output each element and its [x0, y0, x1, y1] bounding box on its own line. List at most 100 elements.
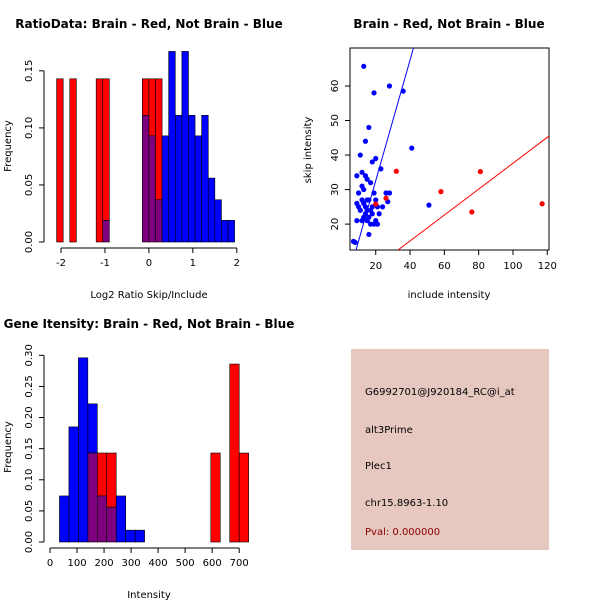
- y-tick-label: 0.25: [24, 375, 35, 397]
- not-brain-point: [362, 138, 369, 144]
- not-brain-point: [386, 83, 393, 89]
- y-tick-label: 0.20: [24, 406, 35, 428]
- not-brain-point: [355, 190, 362, 196]
- not-brain-point: [364, 176, 370, 182]
- x-tick-label: -2: [56, 258, 66, 269]
- y-tick-label: 0.05: [24, 500, 35, 522]
- not-brain-point: [371, 190, 377, 196]
- y-tick-label: 40: [330, 149, 341, 162]
- hist-bar: [168, 51, 176, 243]
- hist-bar: [161, 135, 169, 243]
- x-tick-label: 200: [95, 558, 114, 569]
- gene-hist-title: Gene Itensity: Brain - Red, Not Brain - …: [4, 317, 295, 331]
- hist-bar: [142, 78, 150, 116]
- hist-bar: [201, 115, 209, 243]
- y-tick-label: 0.30: [24, 344, 35, 366]
- fit-line: [397, 135, 550, 251]
- probe-id: G6992701@J920184_RC@i_at: [365, 387, 515, 398]
- hist-bar: [78, 357, 89, 543]
- hist-bar: [207, 177, 216, 243]
- brain-point: [469, 209, 475, 215]
- hist-bar: [210, 452, 221, 543]
- brain-point: [373, 201, 379, 207]
- hist-bar-overlap: [102, 220, 110, 243]
- hist-bar: [68, 426, 79, 543]
- hist-bar: [59, 495, 70, 543]
- scatter-ylabel: skip intensity: [303, 117, 314, 184]
- brain-point: [477, 169, 483, 175]
- hist-bar-overlap: [142, 115, 150, 243]
- not-brain-point: [376, 211, 382, 217]
- p-value: Pval: 0.000000: [365, 527, 441, 538]
- x-tick-label: 60: [438, 261, 451, 272]
- hist-bar: [125, 529, 136, 543]
- y-tick-label: 0.05: [24, 174, 35, 196]
- not-brain-point: [361, 63, 367, 69]
- ratio-hist-title: RatioData: Brain - Red, Not Brain - Blue: [15, 17, 282, 31]
- hist-bar-overlap: [87, 452, 98, 543]
- x-tick-label: 1: [190, 258, 196, 269]
- x-tick-label: 100: [503, 261, 522, 272]
- hist-bar: [134, 529, 145, 543]
- brain-point: [438, 189, 444, 195]
- x-tick-label: 80: [472, 261, 485, 272]
- not-brain-point: [374, 221, 381, 227]
- genomic-location: chr15.8963-1.10: [365, 498, 449, 509]
- not-brain-point: [352, 239, 358, 246]
- not-brain-point: [379, 204, 386, 210]
- hist-bar: [155, 78, 163, 201]
- gene-hist-xlabel: Intensity: [127, 590, 171, 600]
- not-brain-point: [373, 197, 379, 203]
- x-tick-label: 700: [230, 558, 249, 569]
- x-tick-label: 600: [203, 558, 222, 569]
- hist-bar: [106, 452, 117, 508]
- hist-bar: [214, 199, 222, 243]
- hist-bar: [181, 51, 189, 243]
- hist-bar: [96, 452, 108, 497]
- x-tick-label: 40: [404, 261, 417, 272]
- not-brain-point: [357, 207, 363, 213]
- not-brain-point: [409, 145, 415, 151]
- fit-line: [355, 47, 414, 251]
- gene-hist-ylabel: Frequency: [3, 421, 14, 473]
- y-tick-label: 60: [330, 80, 341, 93]
- hist-bar: [115, 495, 126, 543]
- not-brain-point: [426, 202, 432, 208]
- hist-bar: [148, 78, 156, 137]
- hist-bar: [69, 78, 77, 243]
- hist-bar-overlap: [106, 506, 117, 543]
- ratio-hist-ylabel: Frequency: [3, 120, 14, 172]
- y-tick-label: 0.00: [24, 231, 35, 253]
- not-brain-point: [366, 197, 372, 203]
- probe-info-panel: G6992701@J920184_RC@i_at alt3Prime Plec1…: [351, 349, 549, 550]
- hist-bar: [56, 78, 64, 243]
- not-brain-point: [369, 159, 375, 165]
- hist-bar: [87, 403, 98, 454]
- not-brain-point: [369, 211, 375, 217]
- not-brain-point: [371, 90, 377, 96]
- x-tick-label: 100: [67, 558, 86, 569]
- y-tick-label: 0.10: [24, 469, 35, 491]
- hist-bar: [188, 115, 196, 243]
- x-tick-label: 400: [149, 558, 168, 569]
- hist-bar: [194, 135, 202, 243]
- y-tick-label: 0.10: [24, 117, 35, 139]
- hist-bar-overlap: [96, 495, 108, 543]
- hist-bar: [95, 78, 104, 243]
- x-tick-label: 500: [176, 558, 195, 569]
- x-tick-label: 0: [146, 258, 152, 269]
- y-tick-label: 0.00: [24, 531, 35, 553]
- not-brain-point: [367, 180, 374, 186]
- intensity-scatter: Brain - Red, Not Brain - Blue 20 40 60 80 10…: [303, 17, 557, 301]
- x-tick-label: 300: [122, 558, 141, 569]
- scatter-frame: [349, 47, 550, 251]
- y-tick-label: 50: [330, 114, 341, 127]
- x-tick-label: 0: [47, 558, 53, 569]
- y-tick-label: 0.15: [24, 60, 35, 82]
- not-brain-point: [400, 88, 406, 94]
- not-brain-point: [354, 173, 360, 179]
- hist-bar: [229, 363, 240, 543]
- hist-bar: [221, 220, 229, 243]
- gene-name: Plec1: [365, 461, 392, 472]
